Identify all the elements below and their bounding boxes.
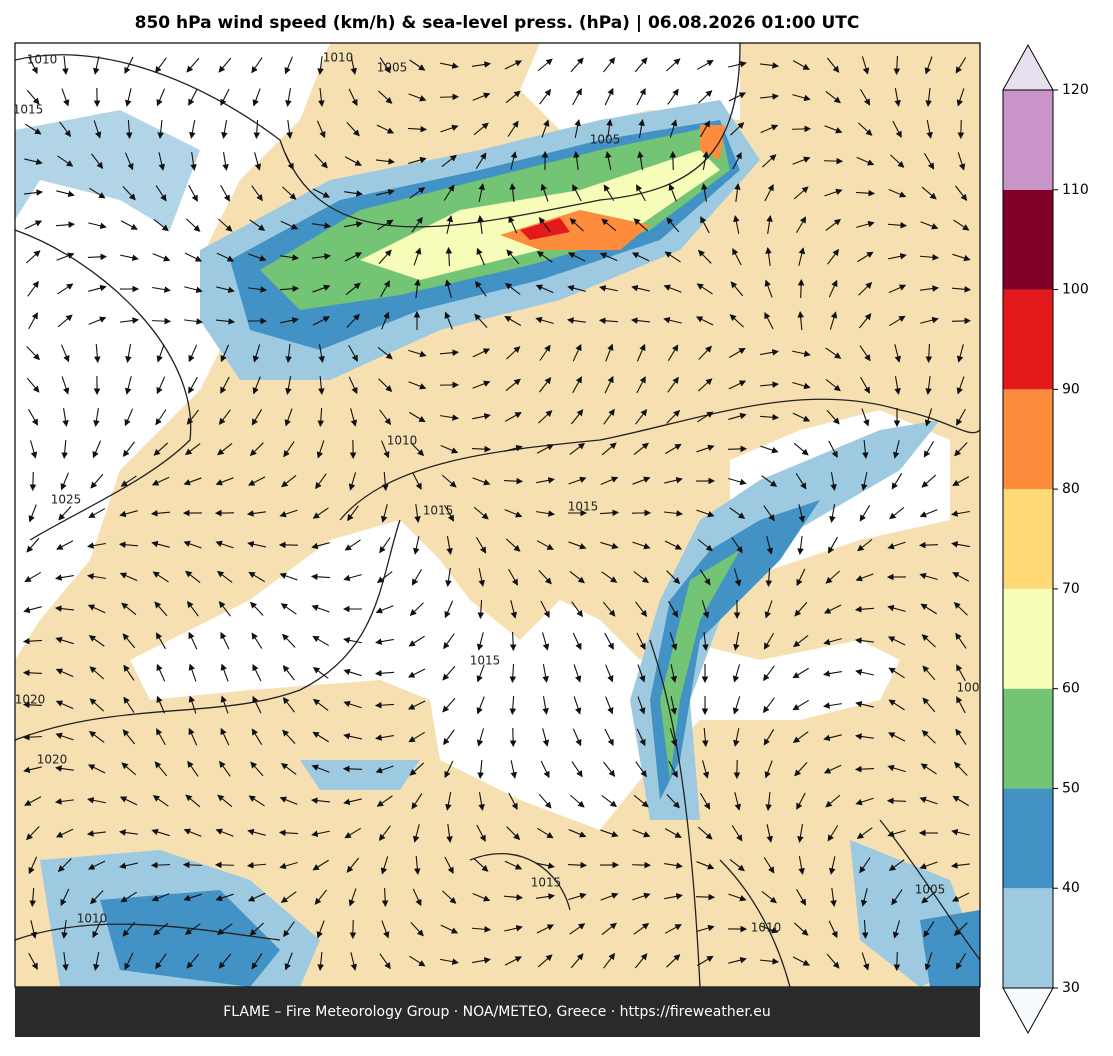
colorbar-tick-label: 120 [1062, 82, 1089, 98]
colorbar-tick-label: 40 [1062, 880, 1080, 896]
colorbar-tick-label: 70 [1062, 581, 1080, 597]
isobar-label: 1015 [423, 504, 454, 518]
isobar-label: 1015 [568, 500, 599, 514]
isobar-label: 1015 [470, 654, 501, 668]
map-area: 1010 1015 1010 1005 1005 1010 1015 1015 1025 1020… [13, 43, 980, 987]
colorbar-tick-label: 100 [1062, 282, 1089, 298]
colorbar-band [1003, 489, 1053, 589]
colorbar-band [1003, 190, 1053, 290]
wind-arrow [952, 321, 970, 322]
isobar-label: 1005 [377, 61, 408, 75]
wind-arrow [152, 865, 170, 866]
colorbar-tick-label: 30 [1062, 980, 1080, 996]
colorbar-band [1003, 290, 1053, 390]
wind-arrow [920, 545, 938, 546]
isobar-label: 1025 [51, 493, 82, 507]
map-title: 850 hPa wind speed (km/h) & sea-level pr… [135, 13, 860, 33]
wind-arrow [792, 129, 810, 130]
wind-arrow [24, 737, 42, 738]
isobar-label: 1010 [27, 53, 58, 67]
isobar-label: 1020 [37, 753, 68, 767]
wind-arrow [184, 865, 202, 866]
isobar-label: 1005 [915, 883, 946, 897]
colorbar-tick-label: 110 [1062, 182, 1089, 198]
colorbar-over [1003, 45, 1053, 90]
colorbar-band [1003, 389, 1053, 489]
isobar-label: 1010 [77, 912, 108, 926]
isobar-label: 1010 [323, 51, 354, 65]
wind-arrow [33, 472, 34, 490]
wind-arrow [801, 280, 802, 298]
wind-arrow [152, 321, 170, 322]
wind-arrow [440, 97, 458, 98]
colorbar: 30 40 50 60 70 80 90 100 110 120 [1003, 45, 1089, 1033]
colorbar-tick-label: 80 [1062, 481, 1080, 497]
colorbar-band [1003, 90, 1053, 190]
wind-arrow [897, 952, 898, 970]
wind-arrow [696, 897, 714, 898]
colorbar-band [1003, 788, 1053, 888]
wind-arrow [728, 449, 746, 450]
footer-text: FLAME – Fire Meteorology Group · NOA/MET… [223, 1004, 771, 1020]
colorbar-tick-label: 60 [1062, 681, 1080, 697]
isobar-label: 1010 [751, 921, 782, 935]
wind-arrow [385, 888, 386, 906]
colorbar-band [1003, 589, 1053, 689]
isobar-label: 1010 [387, 434, 418, 448]
colorbar-under [1003, 988, 1053, 1033]
colorbar-band [1003, 689, 1053, 789]
colorbar-tick-label: 90 [1062, 381, 1080, 397]
isobar-label: 1015 [531, 876, 562, 890]
isobar-label: 100 [957, 681, 980, 695]
isobar-label: 1005 [590, 133, 621, 147]
wind-arrow [888, 801, 906, 802]
colorbar-band [1003, 888, 1053, 988]
wind-arrow [673, 152, 674, 170]
isobar-label: 1015 [13, 103, 44, 117]
colorbar-tick-label: 50 [1062, 780, 1080, 796]
isobar-label: 1020 [15, 693, 46, 707]
wind-arrow [344, 769, 362, 770]
